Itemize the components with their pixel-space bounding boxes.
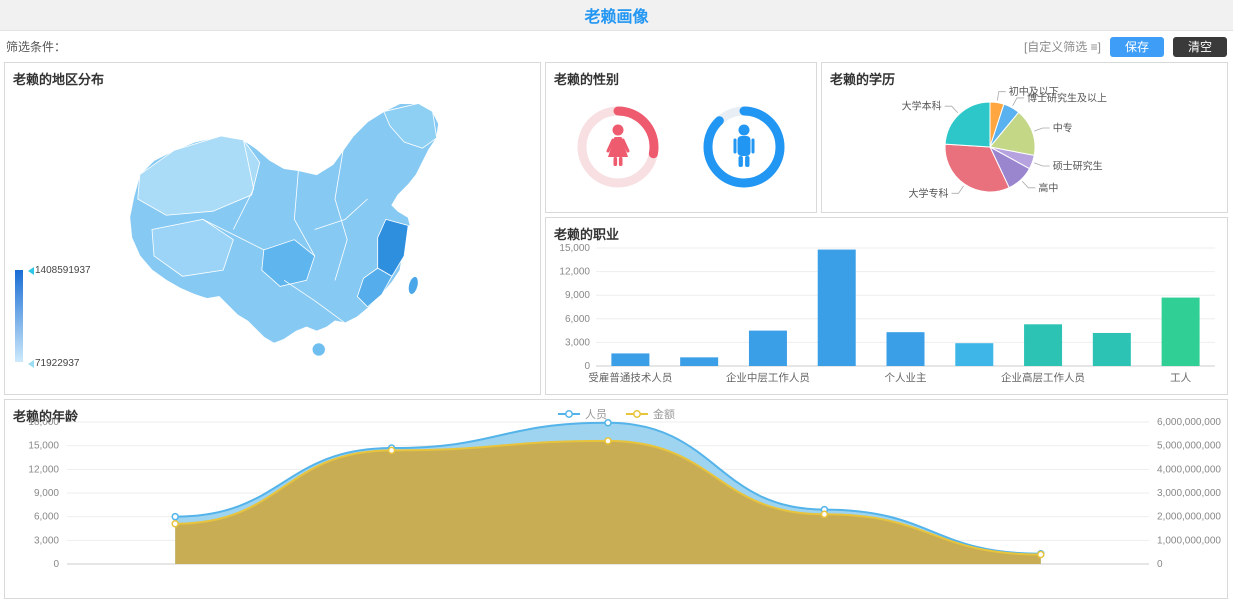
svg-text:4,000,000,000: 4,000,000,000 (1157, 464, 1221, 475)
panel-gender: 老赖的性别 (545, 62, 817, 213)
svg-text:0: 0 (1157, 559, 1163, 570)
panel-age: 老赖的年龄 人员 金额 18,000 6,000,000,000 15,000 5,0… (4, 399, 1228, 599)
svg-text:12,000: 12,000 (28, 464, 59, 475)
region-panel-title: 老赖的地区分布 (13, 72, 105, 87)
page-header: 老赖画像 (0, 0, 1233, 31)
svg-text:博士研究生及以上: 博士研究生及以上 (1027, 91, 1107, 104)
panel-region-distribution: 老赖的地区分布 1408591937 71922937 (4, 62, 541, 395)
svg-text:高中: 高中 (1038, 181, 1058, 194)
svg-text:初中及以下: 初中及以下 (1009, 85, 1059, 98)
legend-max-value: 1408591937 (35, 265, 91, 276)
legend-gradient-bar (15, 270, 23, 362)
male-icon (733, 124, 755, 167)
page-title: 老赖画像 (584, 9, 649, 26)
save-button[interactable]: 保存 (1109, 36, 1164, 57)
svg-text:0: 0 (584, 361, 590, 372)
svg-text:大学本科: 大学本科 (902, 100, 942, 113)
legend-min-marker-icon (24, 360, 34, 368)
occupation-panel-title: 老赖的职业 (554, 227, 620, 242)
map-province-patch (377, 218, 409, 277)
legend-item-amount[interactable]: 金额 (625, 406, 675, 422)
legend-label-amount: 金额 (653, 409, 675, 421)
filter-label: 筛选条件： (6, 40, 67, 54)
map-province-patch (137, 135, 261, 216)
map-province-patch (356, 267, 393, 308)
svg-text:企业中层工作人员: 企业中层工作人员 (726, 371, 810, 384)
map-color-legend: 1408591937 71922937 (15, 265, 145, 369)
legend-item-people[interactable]: 人员 (557, 406, 607, 422)
svg-text:15,000: 15,000 (559, 243, 590, 254)
clear-button[interactable]: 清空 (1172, 36, 1227, 57)
svg-text:18,000: 18,000 (28, 417, 59, 428)
china-map[interactable] (77, 77, 532, 382)
gender-panel-title: 老赖的性别 (554, 72, 620, 87)
svg-text:5,000,000,000: 5,000,000,000 (1157, 441, 1221, 452)
svg-text:大学专科: 大学专科 (909, 187, 949, 200)
svg-text:3,000: 3,000 (34, 535, 59, 546)
map-taiwan-island (407, 276, 419, 295)
svg-text:1,000,000,000: 1,000,000,000 (1157, 535, 1221, 546)
svg-text:6,000,000,000: 6,000,000,000 (1157, 417, 1221, 428)
line-dot-icon (558, 410, 580, 418)
panel-education: 老赖的学历 初中及以下 博士研究生及以上中专硕士研究生高中 大学专科 大学本科 (821, 62, 1228, 213)
svg-text:3,000: 3,000 (565, 337, 590, 348)
svg-text:工人: 工人 (1170, 372, 1192, 384)
svg-text:受雇普通技术人员: 受雇普通技术人员 (588, 371, 672, 384)
svg-text:个人业主: 个人业主 (885, 372, 927, 384)
gender-gauges-chart[interactable] (546, 89, 816, 209)
svg-text:企业高层工作人员: 企业高层工作人员 (1001, 371, 1085, 384)
svg-text:6,000: 6,000 (34, 512, 59, 523)
age-area-chart[interactable]: 18,000 6,000,000,000 15,000 5,000,000,000 12… (5, 400, 1227, 598)
svg-text:硕士研究生: 硕士研究生 (1053, 159, 1103, 172)
svg-text:2,000,000,000: 2,000,000,000 (1157, 512, 1221, 523)
panel-occupation: 老赖的职业 15,000 12,000 9,000 6,000 3,000 0 受雇普通技术… (545, 217, 1228, 395)
map-province-patch (151, 218, 234, 277)
svg-text:6,000: 6,000 (565, 314, 590, 325)
svg-text:0: 0 (53, 559, 59, 570)
svg-text:15,000: 15,000 (28, 441, 59, 452)
education-panel-title: 老赖的学历 (830, 72, 896, 87)
line-dot-icon (626, 410, 648, 418)
female-icon (606, 124, 630, 166)
svg-text:中专: 中专 (1053, 122, 1073, 135)
legend-label-people: 人员 (585, 409, 607, 421)
filter-bar: 筛选条件： [自定义筛选 ≡] 保存 清空 (0, 31, 1233, 62)
svg-text:12,000: 12,000 (559, 267, 590, 278)
svg-text:9,000: 9,000 (565, 290, 590, 301)
legend-min-value: 71922937 (35, 358, 80, 369)
svg-text:3,000,000,000: 3,000,000,000 (1157, 488, 1221, 499)
age-chart-legend: 人员 金额 (5, 406, 1227, 422)
custom-filter-link[interactable]: [自定义筛选 ≡] (1023, 40, 1101, 54)
map-hainan-island (311, 342, 326, 357)
legend-max-marker-icon (24, 267, 34, 275)
svg-text:9,000: 9,000 (34, 488, 59, 499)
age-panel-title: 老赖的年龄 (13, 409, 79, 424)
map-province-patch (383, 103, 438, 149)
map-province-patch (261, 239, 316, 287)
